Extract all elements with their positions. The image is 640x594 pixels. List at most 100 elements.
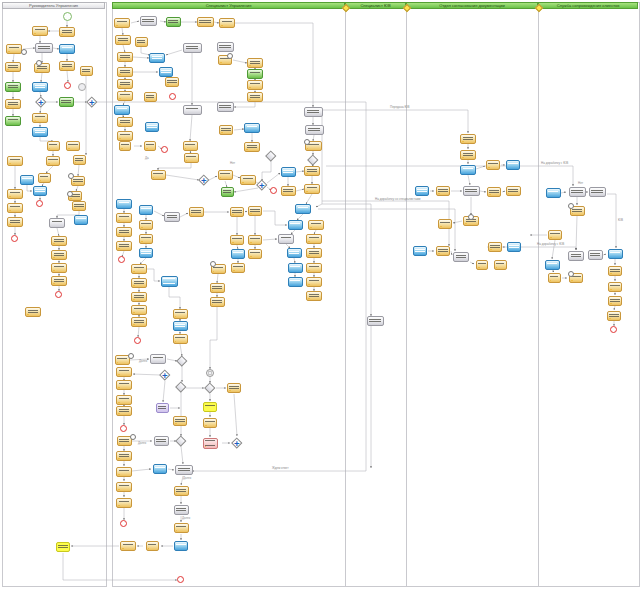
task-node[interactable] xyxy=(248,235,262,245)
task-node[interactable] xyxy=(116,406,132,416)
task-node[interactable] xyxy=(131,292,147,302)
status-task-node[interactable] xyxy=(153,464,167,474)
status-task-node[interactable] xyxy=(139,205,153,215)
task-node[interactable] xyxy=(304,184,320,194)
task-node[interactable] xyxy=(117,117,133,127)
task-node[interactable] xyxy=(117,67,133,77)
task-node[interactable] xyxy=(174,523,189,533)
task-node[interactable] xyxy=(32,113,48,123)
task-node[interactable] xyxy=(47,141,60,151)
task-node[interactable] xyxy=(306,291,322,301)
task-node[interactable] xyxy=(608,266,622,276)
subprocess-node[interactable] xyxy=(174,505,189,515)
status-task-node[interactable] xyxy=(33,186,47,196)
task-node[interactable] xyxy=(247,92,263,102)
status-task-node[interactable] xyxy=(173,321,188,331)
task-node[interactable] xyxy=(116,213,132,223)
task-node[interactable] xyxy=(7,217,23,227)
subprocess-node[interactable] xyxy=(367,316,384,326)
task-node[interactable] xyxy=(247,58,263,68)
green-task-node[interactable] xyxy=(5,116,21,126)
task-node[interactable] xyxy=(116,241,132,251)
subprocess-node[interactable] xyxy=(463,186,480,196)
task-node[interactable] xyxy=(146,541,159,551)
subprocess-node[interactable] xyxy=(35,43,53,53)
task-node[interactable] xyxy=(51,236,67,246)
task-node[interactable] xyxy=(5,99,21,109)
task-node[interactable] xyxy=(117,79,133,89)
status-task-node[interactable] xyxy=(287,248,302,258)
task-node[interactable] xyxy=(476,260,488,270)
task-node[interactable] xyxy=(230,207,244,217)
task-node[interactable] xyxy=(240,175,256,185)
task-node[interactable] xyxy=(6,44,22,54)
task-node[interactable] xyxy=(486,160,500,170)
task-node[interactable] xyxy=(5,62,21,72)
task-node[interactable] xyxy=(173,416,187,426)
task-node[interactable] xyxy=(608,296,622,306)
parallel-gateway[interactable]: + xyxy=(199,175,210,186)
task-node[interactable] xyxy=(115,35,131,45)
task-node[interactable] xyxy=(116,451,132,461)
task-node[interactable] xyxy=(32,26,48,36)
task-node[interactable] xyxy=(116,367,132,377)
task-node[interactable] xyxy=(460,150,476,160)
task-node[interactable] xyxy=(607,311,621,321)
status-task-node[interactable] xyxy=(145,122,159,132)
status-task-node[interactable] xyxy=(149,53,165,63)
status-task-node[interactable] xyxy=(139,248,153,258)
task-node[interactable] xyxy=(487,187,501,197)
task-node[interactable] xyxy=(438,219,452,229)
green-task-node[interactable] xyxy=(247,69,263,79)
subprocess-node[interactable] xyxy=(175,465,193,475)
task-node[interactable] xyxy=(165,77,179,87)
subprocess-node[interactable] xyxy=(154,436,169,446)
task-node[interactable] xyxy=(144,92,157,102)
task-node[interactable] xyxy=(460,134,476,144)
subprocess-node[interactable] xyxy=(305,125,324,135)
task-node[interactable] xyxy=(189,207,204,217)
subprocess-node[interactable] xyxy=(164,212,180,222)
task-node[interactable] xyxy=(436,246,450,256)
task-node[interactable] xyxy=(506,186,521,196)
task-node[interactable] xyxy=(119,141,131,151)
task-node[interactable] xyxy=(306,234,322,244)
task-node[interactable] xyxy=(173,309,188,319)
green-task-node[interactable] xyxy=(5,82,21,92)
status-task-node[interactable] xyxy=(244,123,260,133)
task-node[interactable] xyxy=(144,141,156,151)
status-task-node[interactable] xyxy=(281,167,296,177)
subprocess-node[interactable] xyxy=(304,107,323,117)
status-task-node[interactable] xyxy=(20,175,34,185)
task-node[interactable] xyxy=(72,201,86,211)
status-task-node[interactable] xyxy=(288,277,303,287)
status-task-node[interactable] xyxy=(161,276,178,287)
status-task-node[interactable] xyxy=(231,249,245,259)
green-task-node[interactable] xyxy=(166,17,181,27)
task-node[interactable] xyxy=(117,131,133,141)
task-node[interactable] xyxy=(306,263,322,273)
task-node[interactable] xyxy=(231,263,245,273)
task-node[interactable] xyxy=(7,156,23,166)
subprocess-node[interactable] xyxy=(453,252,469,262)
status-task-node[interactable] xyxy=(288,263,303,273)
status-task-node[interactable] xyxy=(59,44,75,54)
highlight-task-node[interactable] xyxy=(56,542,70,552)
subprocess-node[interactable] xyxy=(217,42,234,52)
task-node[interactable] xyxy=(38,173,51,183)
task-node[interactable] xyxy=(244,142,260,152)
task-node[interactable] xyxy=(25,307,41,317)
task-node[interactable] xyxy=(131,264,147,274)
task-node[interactable] xyxy=(117,91,133,101)
task-node[interactable] xyxy=(248,206,262,216)
subprocess-node[interactable] xyxy=(183,105,202,115)
task-node[interactable] xyxy=(116,482,132,492)
task-node[interactable] xyxy=(151,170,166,180)
task-node[interactable] xyxy=(120,541,136,551)
task-node[interactable] xyxy=(135,37,148,47)
task-node[interactable] xyxy=(306,248,322,258)
status-task-node[interactable] xyxy=(460,165,476,175)
status-task-node[interactable] xyxy=(507,242,521,252)
task-node[interactable] xyxy=(59,61,75,71)
task-node[interactable] xyxy=(7,203,23,213)
